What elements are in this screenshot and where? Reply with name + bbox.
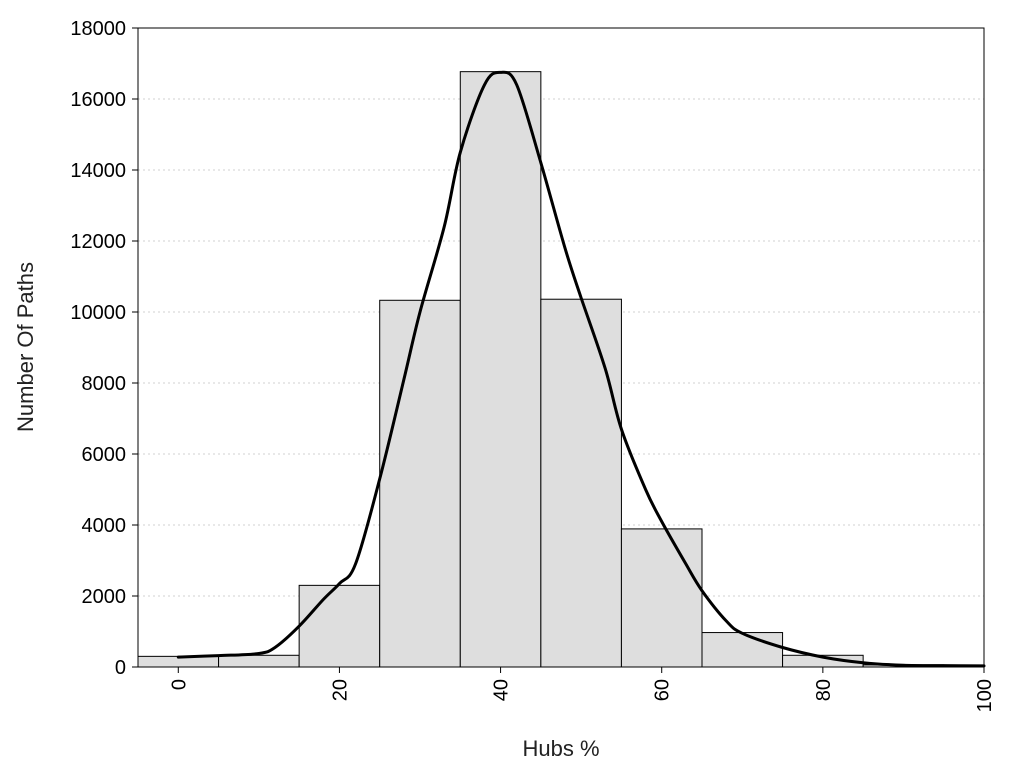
y-tick-label-0: 0: [115, 657, 126, 679]
y-axis-title: Number Of Paths: [13, 262, 38, 432]
x-tick-label-0: 0: [168, 679, 190, 690]
histogram-bar-2: [298, 584, 381, 668]
histogram-bar-6: [620, 528, 703, 668]
y-tick-label-9: 18000: [70, 18, 126, 40]
x-tick-label-4: 80: [813, 679, 835, 701]
y-tick-label-1: 2000: [82, 586, 127, 608]
x-axis-title: Hubs %: [522, 736, 599, 761]
histogram-bar-5: [540, 298, 622, 668]
y-tick-label-8: 16000: [70, 89, 126, 111]
y-tick-label-5: 10000: [70, 302, 126, 324]
y-tick-label-4: 8000: [82, 373, 127, 395]
y-tick-label-2: 4000: [82, 515, 127, 537]
x-tick-label-3: 60: [652, 679, 674, 701]
y-tick-label-7: 14000: [70, 160, 126, 182]
grid-lines: [138, 98, 984, 597]
y-tick-label-6: 12000: [70, 231, 126, 253]
x-tick-label-5: 100: [974, 679, 996, 712]
x-tick-label-2: 40: [491, 679, 513, 701]
x-axis: 0 20 40 60 80 100: [168, 667, 996, 712]
plot-frame: [137, 27, 985, 668]
histogram-bar-1: [218, 654, 300, 668]
histogram-bar-4: [459, 71, 542, 668]
x-tick-label-1: 20: [329, 679, 351, 701]
y-axis: 0 2000 4000 6000 8000 10000 12000 14000 16000 180…: [70, 18, 138, 679]
y-tick-label-3: 6000: [82, 444, 127, 466]
histogram-bar-3: [379, 299, 461, 668]
histogram-bars: [137, 71, 985, 668]
histogram-bar-7: [701, 632, 784, 668]
density-curve: [176, 70, 986, 668]
